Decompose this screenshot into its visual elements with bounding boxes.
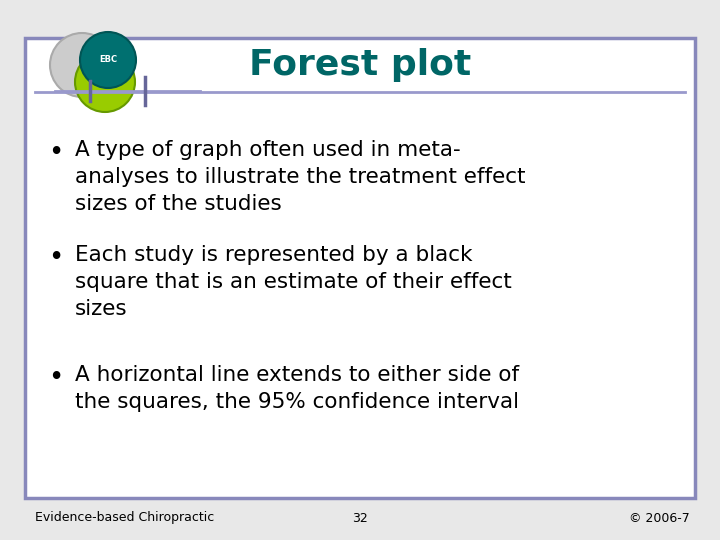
- Text: 32: 32: [352, 511, 368, 524]
- Circle shape: [80, 32, 136, 88]
- Text: Forest plot: Forest plot: [249, 48, 471, 82]
- FancyBboxPatch shape: [25, 38, 695, 498]
- Circle shape: [50, 33, 114, 97]
- Text: © 2006-7: © 2006-7: [629, 511, 690, 524]
- Text: A horizontal line extends to either side of
the squares, the 95% confidence inte: A horizontal line extends to either side…: [75, 365, 519, 412]
- Text: Evidence-based Chiropractic: Evidence-based Chiropractic: [35, 511, 215, 524]
- Text: •: •: [48, 365, 63, 391]
- Circle shape: [75, 52, 135, 112]
- Text: EBC: EBC: [99, 56, 117, 64]
- Text: Each study is represented by a black
square that is an estimate of their effect
: Each study is represented by a black squ…: [75, 245, 512, 319]
- Text: A type of graph often used in meta-
analyses to illustrate the treatment effect
: A type of graph often used in meta- anal…: [75, 140, 526, 214]
- Text: •: •: [48, 245, 63, 271]
- Text: •: •: [48, 140, 63, 166]
